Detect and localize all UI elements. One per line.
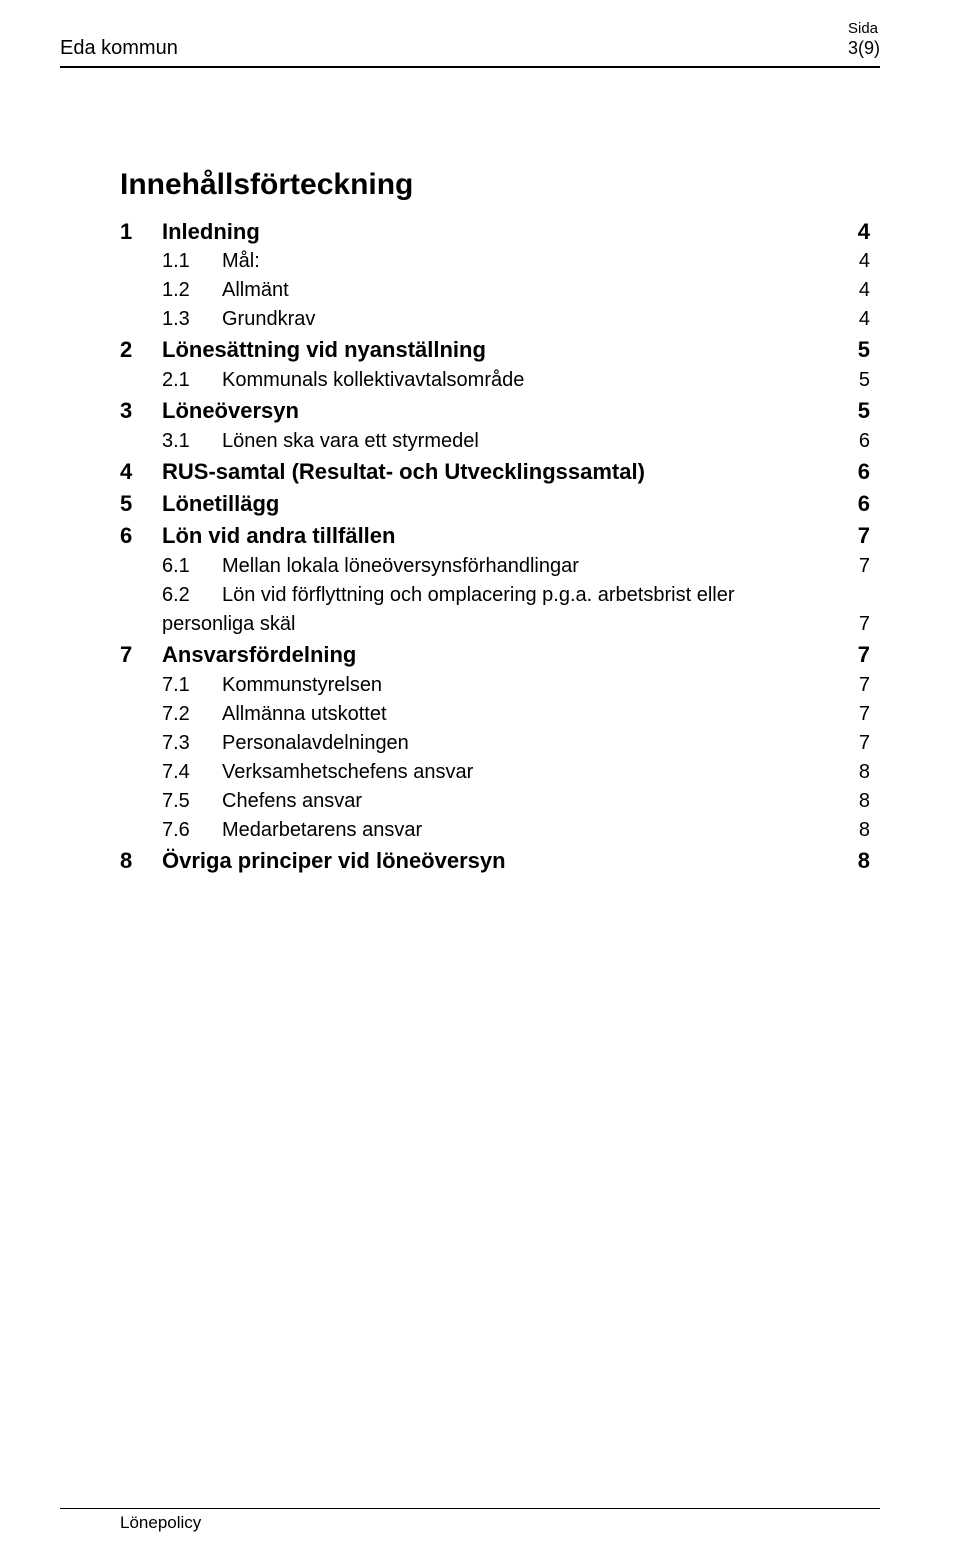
toc-entry-text: Mellan lokala löneöversynsförhandlingar <box>222 552 579 581</box>
toc-entry-number: 7.5 <box>162 787 222 816</box>
toc-entry-page: 5 <box>858 395 870 427</box>
toc-entry-text: Löneöversyn <box>162 395 299 427</box>
header-rule <box>60 66 880 68</box>
page-label: Sida <box>848 20 880 38</box>
page-header: Eda kommun Sida 3(9) <box>60 20 880 60</box>
toc-entry-number: 2.1 <box>162 366 222 395</box>
toc-entry-page: 6 <box>858 456 870 488</box>
toc-entry: 4RUS-samtal (Resultat- och Utvecklingssa… <box>120 456 870 488</box>
page-number: 3(9) <box>848 38 880 60</box>
toc-entry-page: 4 <box>859 276 870 305</box>
toc-entry-page: 4 <box>859 247 870 276</box>
toc-entry-number: 5 <box>120 488 162 520</box>
toc-entry: 1Inledning 4 <box>120 216 870 248</box>
toc-entry-page: 4 <box>859 305 870 334</box>
toc-entry-page: 8 <box>858 845 870 877</box>
toc-entry: 6.2Lön vid förflyttning och omplacering … <box>120 581 870 610</box>
toc-entry-page: 6 <box>858 488 870 520</box>
toc-title: Innehållsförteckning <box>120 168 870 202</box>
toc-entry-text: Chefens ansvar <box>222 787 362 816</box>
toc-entry-text: Lönetillägg <box>162 488 279 520</box>
toc-entry-number: 3 <box>120 395 162 427</box>
toc-entry-page: 7 <box>859 610 870 639</box>
toc-entry-page: 7 <box>859 700 870 729</box>
toc-entry-number: 1.2 <box>162 276 222 305</box>
toc-entry-page: 4 <box>858 216 870 248</box>
toc-entry-number: 6.2 <box>162 581 222 610</box>
toc-entry-text: Ansvarsfördelning <box>162 639 356 671</box>
toc-entry: 7Ansvarsfördelning7 <box>120 639 870 671</box>
toc-entry-text: Mål: <box>222 247 260 276</box>
content-area: Innehållsförteckning 1Inledning 4 1.1Mål: 4… <box>120 168 870 877</box>
toc-entry-number: 1 <box>120 216 162 248</box>
toc-entry-text: Personalavdelningen <box>222 729 409 758</box>
toc-entry: 6.1Mellan lokala löneöversynsförhandling… <box>120 552 870 581</box>
toc-entry-number: 8 <box>120 845 162 877</box>
toc-entry-number: 7.1 <box>162 671 222 700</box>
toc-entry-number: 3.1 <box>162 427 222 456</box>
toc-entry: 7.3Personalavdelningen 7 <box>120 729 870 758</box>
toc-entry: 1.1Mål: 4 <box>120 247 870 276</box>
toc-entry: 7.6Medarbetarens ansvar 8 <box>120 816 870 845</box>
toc-entry-page: 6 <box>859 427 870 456</box>
toc-entry-page: 7 <box>858 520 870 552</box>
toc-entry-text-cont: personliga skäl <box>162 610 295 639</box>
toc-entry-page: 7 <box>859 671 870 700</box>
toc-entry-text: Lön vid förflyttning och omplacering p.g… <box>222 581 735 610</box>
toc-entry-number: 6 <box>120 520 162 552</box>
toc-entry: 5Lönetillägg 6 <box>120 488 870 520</box>
toc-entry-number: 1.3 <box>162 305 222 334</box>
header-org: Eda kommun <box>60 37 178 60</box>
toc-entry-page: 5 <box>858 334 870 366</box>
toc-entry-text: Kommunals kollektivavtalsområde <box>222 366 524 395</box>
header-page-info: Sida 3(9) <box>848 20 880 60</box>
toc-entry-number: 4 <box>120 456 162 488</box>
toc-entry-text: Medarbetarens ansvar <box>222 816 422 845</box>
toc-entry: 2.1Kommunals kollektivavtalsområde 5 <box>120 366 870 395</box>
toc-entry-number: 7.6 <box>162 816 222 845</box>
toc-entry-text: Lön vid andra tillfällen <box>162 520 395 552</box>
toc-entry-page: 7 <box>859 729 870 758</box>
toc-entry-text: Inledning <box>162 216 260 248</box>
toc-entry-number: 7.2 <box>162 700 222 729</box>
toc-entry-page: 8 <box>859 787 870 816</box>
toc-entry-page: 5 <box>859 366 870 395</box>
toc-entry-continuation: personliga skäl 7 <box>120 610 870 639</box>
toc-entry: 7.5Chefens ansvar 8 <box>120 787 870 816</box>
toc-entry-page: 7 <box>858 639 870 671</box>
toc-entry-text: Övriga principer vid löneöversyn <box>162 845 506 877</box>
toc-entry-text: Kommunstyrelsen <box>222 671 382 700</box>
toc-entry-number: 1.1 <box>162 247 222 276</box>
toc-entry-text: Lönen ska vara ett styrmedel <box>222 427 479 456</box>
toc-entry: 7.4Verksamhetschefens ansvar 8 <box>120 758 870 787</box>
toc-entry-number: 7.4 <box>162 758 222 787</box>
page: Eda kommun Sida 3(9) Innehållsförtecknin… <box>0 0 960 1563</box>
footer-text: Lönepolicy <box>120 1513 880 1533</box>
toc-entry-number: 6.1 <box>162 552 222 581</box>
toc-entry-text: Lönesättning vid nyanställning <box>162 334 486 366</box>
toc-entry: 7.2Allmänna utskottet 7 <box>120 700 870 729</box>
toc-entry-page: 7 <box>859 552 870 581</box>
toc-entry: 1.3Grundkrav 4 <box>120 305 870 334</box>
toc-entry-number: 7 <box>120 639 162 671</box>
toc-entry-text: RUS-samtal (Resultat- och Utvecklingssam… <box>162 456 645 488</box>
toc-entry-text: Verksamhetschefens ansvar <box>222 758 473 787</box>
toc-entry: 3Löneöversyn 5 <box>120 395 870 427</box>
footer-rule <box>60 1508 880 1509</box>
toc-entry: 7.1Kommunstyrelsen 7 <box>120 671 870 700</box>
toc: 1Inledning41.1Mål:41.2Allmänt41.3Grundkr… <box>120 216 870 877</box>
toc-entry-page: 8 <box>859 816 870 845</box>
toc-entry: 3.1Lönen ska vara ett styrmedel 6 <box>120 427 870 456</box>
toc-entry-text: Grundkrav <box>222 305 315 334</box>
toc-entry: 8Övriga principer vid löneöversyn8 <box>120 845 870 877</box>
toc-entry: 2Lönesättning vid nyanställning 5 <box>120 334 870 366</box>
toc-entry-page: 8 <box>859 758 870 787</box>
toc-entry-number: 2 <box>120 334 162 366</box>
toc-entry-text: Allmänna utskottet <box>222 700 387 729</box>
page-footer: Lönepolicy <box>60 1508 880 1533</box>
toc-entry: 6Lön vid andra tillfällen 7 <box>120 520 870 552</box>
toc-entry-number: 7.3 <box>162 729 222 758</box>
toc-entry-text: Allmänt <box>222 276 289 305</box>
toc-entry: 1.2Allmänt 4 <box>120 276 870 305</box>
